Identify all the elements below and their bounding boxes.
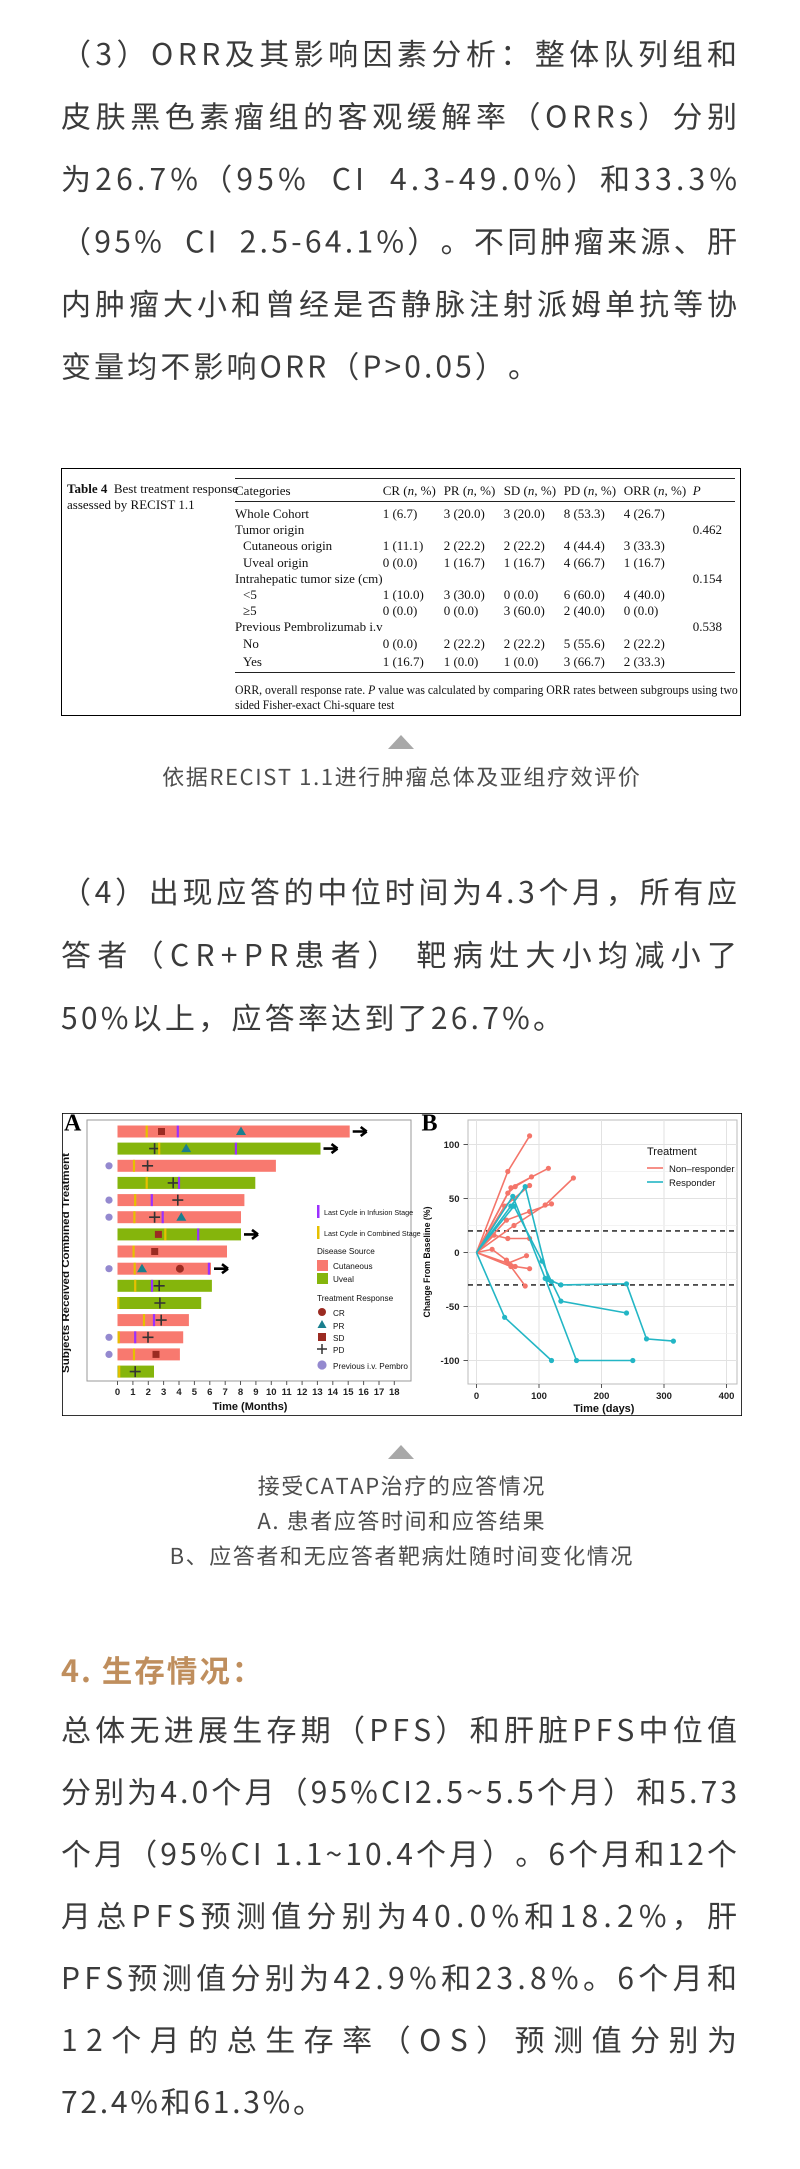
svg-text:SD: SD bbox=[333, 1334, 344, 1343]
svg-text:11: 11 bbox=[282, 1387, 293, 1398]
svg-text:14: 14 bbox=[328, 1387, 339, 1398]
svg-text:50: 50 bbox=[449, 1194, 460, 1205]
svg-text:0: 0 bbox=[454, 1248, 459, 1259]
svg-text:-50: -50 bbox=[446, 1302, 460, 1313]
svg-text:8: 8 bbox=[238, 1387, 243, 1398]
svg-text:3: 3 bbox=[161, 1387, 166, 1398]
svg-text:7: 7 bbox=[223, 1387, 228, 1398]
svg-text:18: 18 bbox=[389, 1387, 400, 1398]
svg-text:300: 300 bbox=[656, 1391, 672, 1402]
svg-text:Change From Baseline (%): Change From Baseline (%) bbox=[422, 1207, 433, 1318]
svg-text:100: 100 bbox=[444, 1140, 460, 1151]
svg-text:13: 13 bbox=[312, 1387, 323, 1398]
svg-text:Time (Months): Time (Months) bbox=[213, 1401, 288, 1413]
svg-text:CR: CR bbox=[333, 1309, 345, 1318]
svg-text:Treatment Response: Treatment Response bbox=[317, 1294, 394, 1303]
svg-text:0: 0 bbox=[115, 1387, 120, 1398]
svg-text:Disease Source: Disease Source bbox=[317, 1247, 375, 1256]
svg-text:1: 1 bbox=[130, 1387, 136, 1398]
svg-text:A: A bbox=[64, 1113, 82, 1136]
svg-text:PD: PD bbox=[333, 1346, 344, 1355]
svg-text:Last Cycle in Infusion Stage: Last Cycle in Infusion Stage bbox=[324, 1208, 413, 1217]
svg-text:17: 17 bbox=[374, 1387, 385, 1398]
svg-text:4: 4 bbox=[176, 1387, 182, 1398]
svg-text:Previous i.v. Pembro: Previous i.v. Pembro bbox=[333, 1362, 408, 1371]
svg-text:9: 9 bbox=[253, 1387, 258, 1398]
svg-text:400: 400 bbox=[719, 1391, 735, 1402]
svg-text:10: 10 bbox=[266, 1387, 277, 1398]
svg-text:200: 200 bbox=[594, 1391, 610, 1402]
svg-text:5: 5 bbox=[192, 1387, 198, 1398]
svg-text:2: 2 bbox=[146, 1387, 151, 1398]
svg-text:Subjects Received Combined Tre: Subjects Received Combined Treatment bbox=[62, 1152, 72, 1373]
svg-text:B: B bbox=[422, 1113, 438, 1136]
svg-text:0: 0 bbox=[474, 1391, 479, 1402]
svg-text:15: 15 bbox=[343, 1387, 354, 1398]
svg-text:Last Cycle in Combined Stage: Last Cycle in Combined Stage bbox=[324, 1229, 421, 1238]
svg-text:Cutaneous: Cutaneous bbox=[333, 1262, 373, 1271]
svg-text:Responder: Responder bbox=[669, 1178, 715, 1189]
svg-text:Uveal: Uveal bbox=[333, 1275, 354, 1284]
svg-text:Non–responder: Non–responder bbox=[669, 1164, 735, 1175]
svg-text:16: 16 bbox=[358, 1387, 369, 1398]
svg-text:Time (days): Time (days) bbox=[574, 1403, 635, 1415]
svg-text:100: 100 bbox=[531, 1391, 547, 1402]
svg-text:6: 6 bbox=[207, 1387, 212, 1398]
svg-text:-100: -100 bbox=[440, 1356, 459, 1367]
svg-text:Treatment: Treatment bbox=[647, 1146, 697, 1158]
svg-text:12: 12 bbox=[297, 1387, 308, 1398]
svg-text:PR: PR bbox=[333, 1322, 344, 1331]
